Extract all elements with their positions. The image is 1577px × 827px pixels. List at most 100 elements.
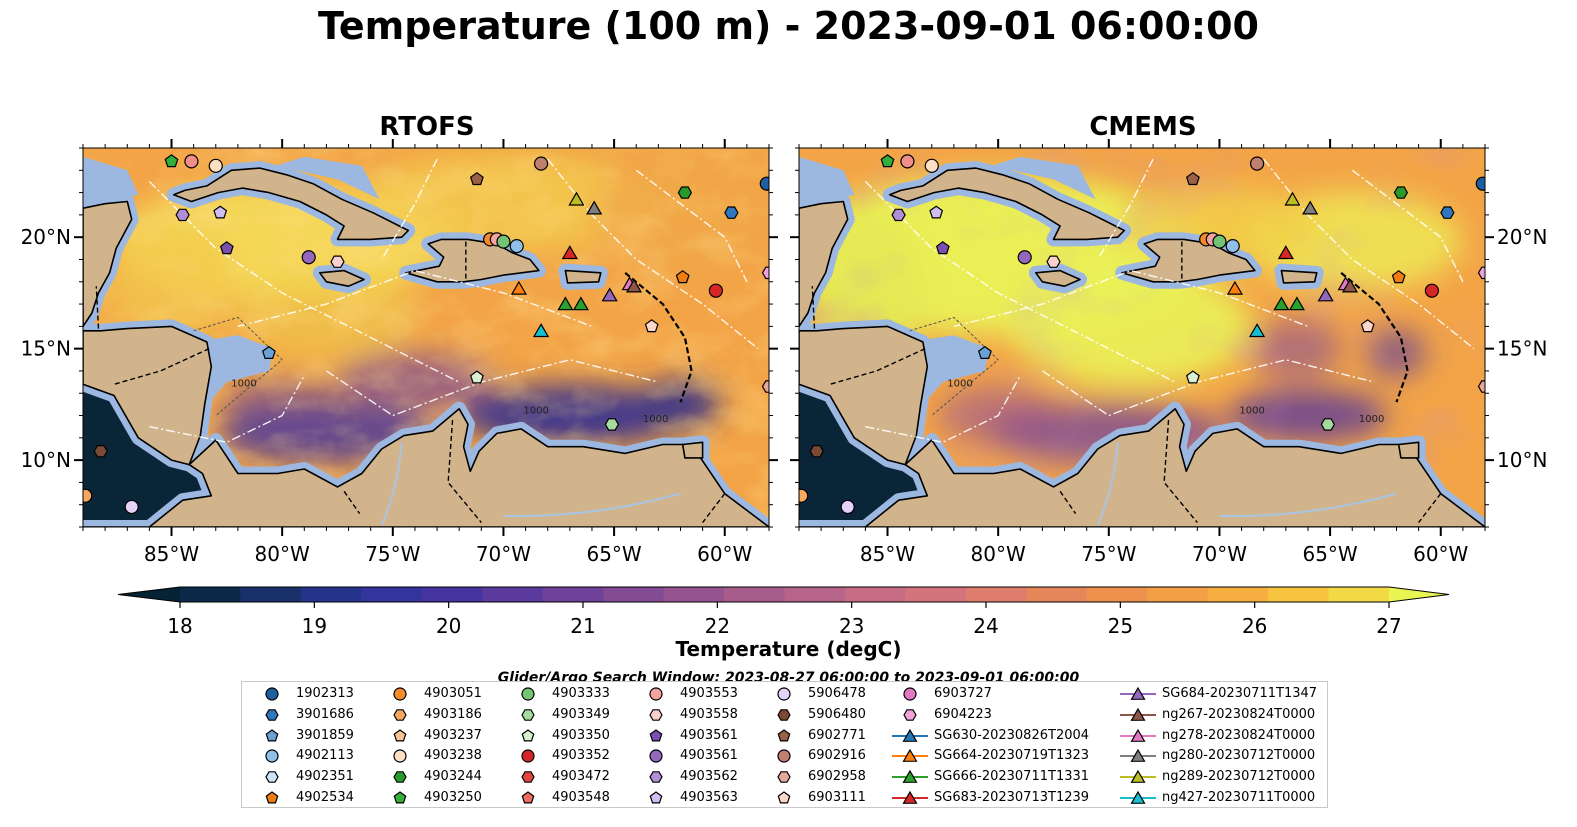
legend: 1902313 3901686 3901859 4902113 4902351 49025…: [241, 681, 1328, 808]
lon-tick-label: 65°W: [586, 542, 641, 566]
station-marker: [1212, 234, 1227, 249]
land-cuba: [888, 167, 1126, 241]
station-marker: [929, 205, 944, 219]
station-marker: [840, 499, 855, 515]
legend-marker: [1130, 707, 1146, 721]
legend-marker-icon: [777, 749, 791, 763]
legend-label: 6903111: [808, 790, 866, 805]
land-centralamerica: [83, 325, 213, 466]
legend-marker: [649, 791, 663, 804]
station-marker: [557, 296, 574, 311]
lat-tick-label: 15°N: [21, 337, 71, 361]
legend-marker-icon: [892, 769, 928, 784]
legend-marker-icon: [649, 749, 663, 763]
legend-marker-icon: [777, 791, 791, 804]
colorbar-segment: [421, 587, 483, 602]
isobath-label: 1000: [643, 414, 668, 425]
legend-marker-icon: [649, 791, 663, 804]
station-marker: [1226, 280, 1244, 295]
land-puertorico: [564, 269, 602, 284]
station-marker: [799, 488, 809, 503]
legend-marker-icon: [393, 791, 407, 804]
station-marker: [1302, 200, 1319, 215]
station-marker: [510, 280, 528, 295]
legend-label: 4903349: [552, 706, 610, 722]
legend-label: 6902916: [808, 748, 866, 764]
legend-marker: [777, 687, 791, 701]
legend-marker: [521, 708, 535, 721]
legend-marker-icon: [903, 708, 917, 721]
station-marker: [469, 370, 484, 384]
legend-marker-icon: [1120, 749, 1156, 763]
land-southamerica: [83, 408, 769, 527]
legend-marker-icon: [777, 687, 791, 701]
legend-marker: [393, 791, 407, 804]
map-figure: 1000 1000 1000 85°W 80°W 75°W 70°W 65°W 60°W 20°N…: [21, 139, 1547, 638]
lon-tick-label: 70°W: [476, 542, 531, 566]
legend-marker-icon: [892, 728, 928, 742]
legend-marker-icon: [777, 708, 791, 721]
station-marker: [1017, 250, 1032, 265]
land-southamerica: [799, 408, 1485, 527]
station-marker: [1288, 296, 1305, 311]
legend-label: SG664-20230719T1323: [934, 748, 1090, 764]
colorbar-segment: [603, 587, 665, 602]
legend-marker: [777, 708, 791, 721]
station-marker: [924, 158, 939, 173]
isobath-label: 1000: [523, 405, 548, 416]
land-hispaniola: [405, 238, 540, 283]
station-marker: [330, 255, 345, 268]
lat-tick-label: 15°N: [1497, 337, 1547, 361]
colorbar-tick-label: 21: [570, 614, 595, 638]
map-frame: [798, 147, 1486, 528]
legend-label: SG630-20230826T2004: [934, 727, 1090, 743]
station-marker: [219, 241, 234, 255]
colorbar-segment: [905, 587, 967, 602]
legend-marker-icon: [521, 771, 535, 783]
lon-tick-label: 60°W: [697, 542, 752, 566]
colorbar-segment: [844, 587, 906, 602]
legend-marker: [1130, 790, 1146, 804]
land-jamaica: [319, 269, 365, 287]
lon-tick-label: 70°W: [1192, 542, 1247, 566]
station-marker: [1249, 156, 1265, 171]
land-jamaica: [1035, 269, 1081, 287]
map-panel-rtofs: 1000 1000 1000 85°W 80°W 75°W 70°W 65°W 60°W 20°N…: [21, 139, 778, 566]
legend-marker-icon: [903, 687, 917, 701]
legend-marker-icon: [649, 708, 663, 721]
legend-marker-icon: [265, 728, 279, 742]
station-marker: [1317, 287, 1334, 302]
legend-marker-icon: [649, 687, 663, 701]
legend-label: 1902313: [296, 686, 354, 701]
station-marker: [644, 319, 659, 333]
legend-marker: [521, 749, 535, 763]
colorbar-label: Temperature (degC): [675, 637, 902, 661]
legend-marker: [649, 708, 663, 721]
lon-tick-label: 65°W: [1302, 542, 1357, 566]
legend-label: 4903548: [552, 790, 610, 805]
station-marker: [93, 445, 108, 458]
legend-label: ng280-20230712T0000: [1162, 748, 1316, 764]
station-marker: [1320, 418, 1336, 431]
legend-marker: [903, 687, 917, 701]
colorbar-segment: [1207, 587, 1269, 602]
legend-label: 4903472: [552, 769, 610, 785]
land-trinidad: [681, 441, 704, 459]
station-marker: [1477, 266, 1485, 280]
colorbar-segment: [300, 587, 362, 602]
colorbar-extend-high: [1389, 587, 1449, 602]
station-marker: [759, 176, 769, 191]
colorbar: 18 19 20 21 22 23 24 25 26 27: [117, 586, 1450, 638]
station-marker: [604, 418, 620, 431]
legend-marker: [777, 771, 791, 783]
legend-marker: [393, 687, 407, 701]
map-panel-cmems: 1000 1000 1000 85°W 80°W 75°W 70°W 65°W 60°W 20°N…: [790, 139, 1547, 566]
station-marker: [261, 345, 276, 359]
station-marker: [1440, 206, 1455, 219]
station-marker: [935, 241, 950, 255]
land-cuba: [172, 167, 410, 241]
legend-label: 5906478: [808, 686, 866, 701]
legend-label: ng289-20230712T0000: [1162, 769, 1316, 785]
lat-tick-label: 10°N: [1497, 448, 1547, 472]
legend-label: 3901686: [296, 706, 354, 722]
